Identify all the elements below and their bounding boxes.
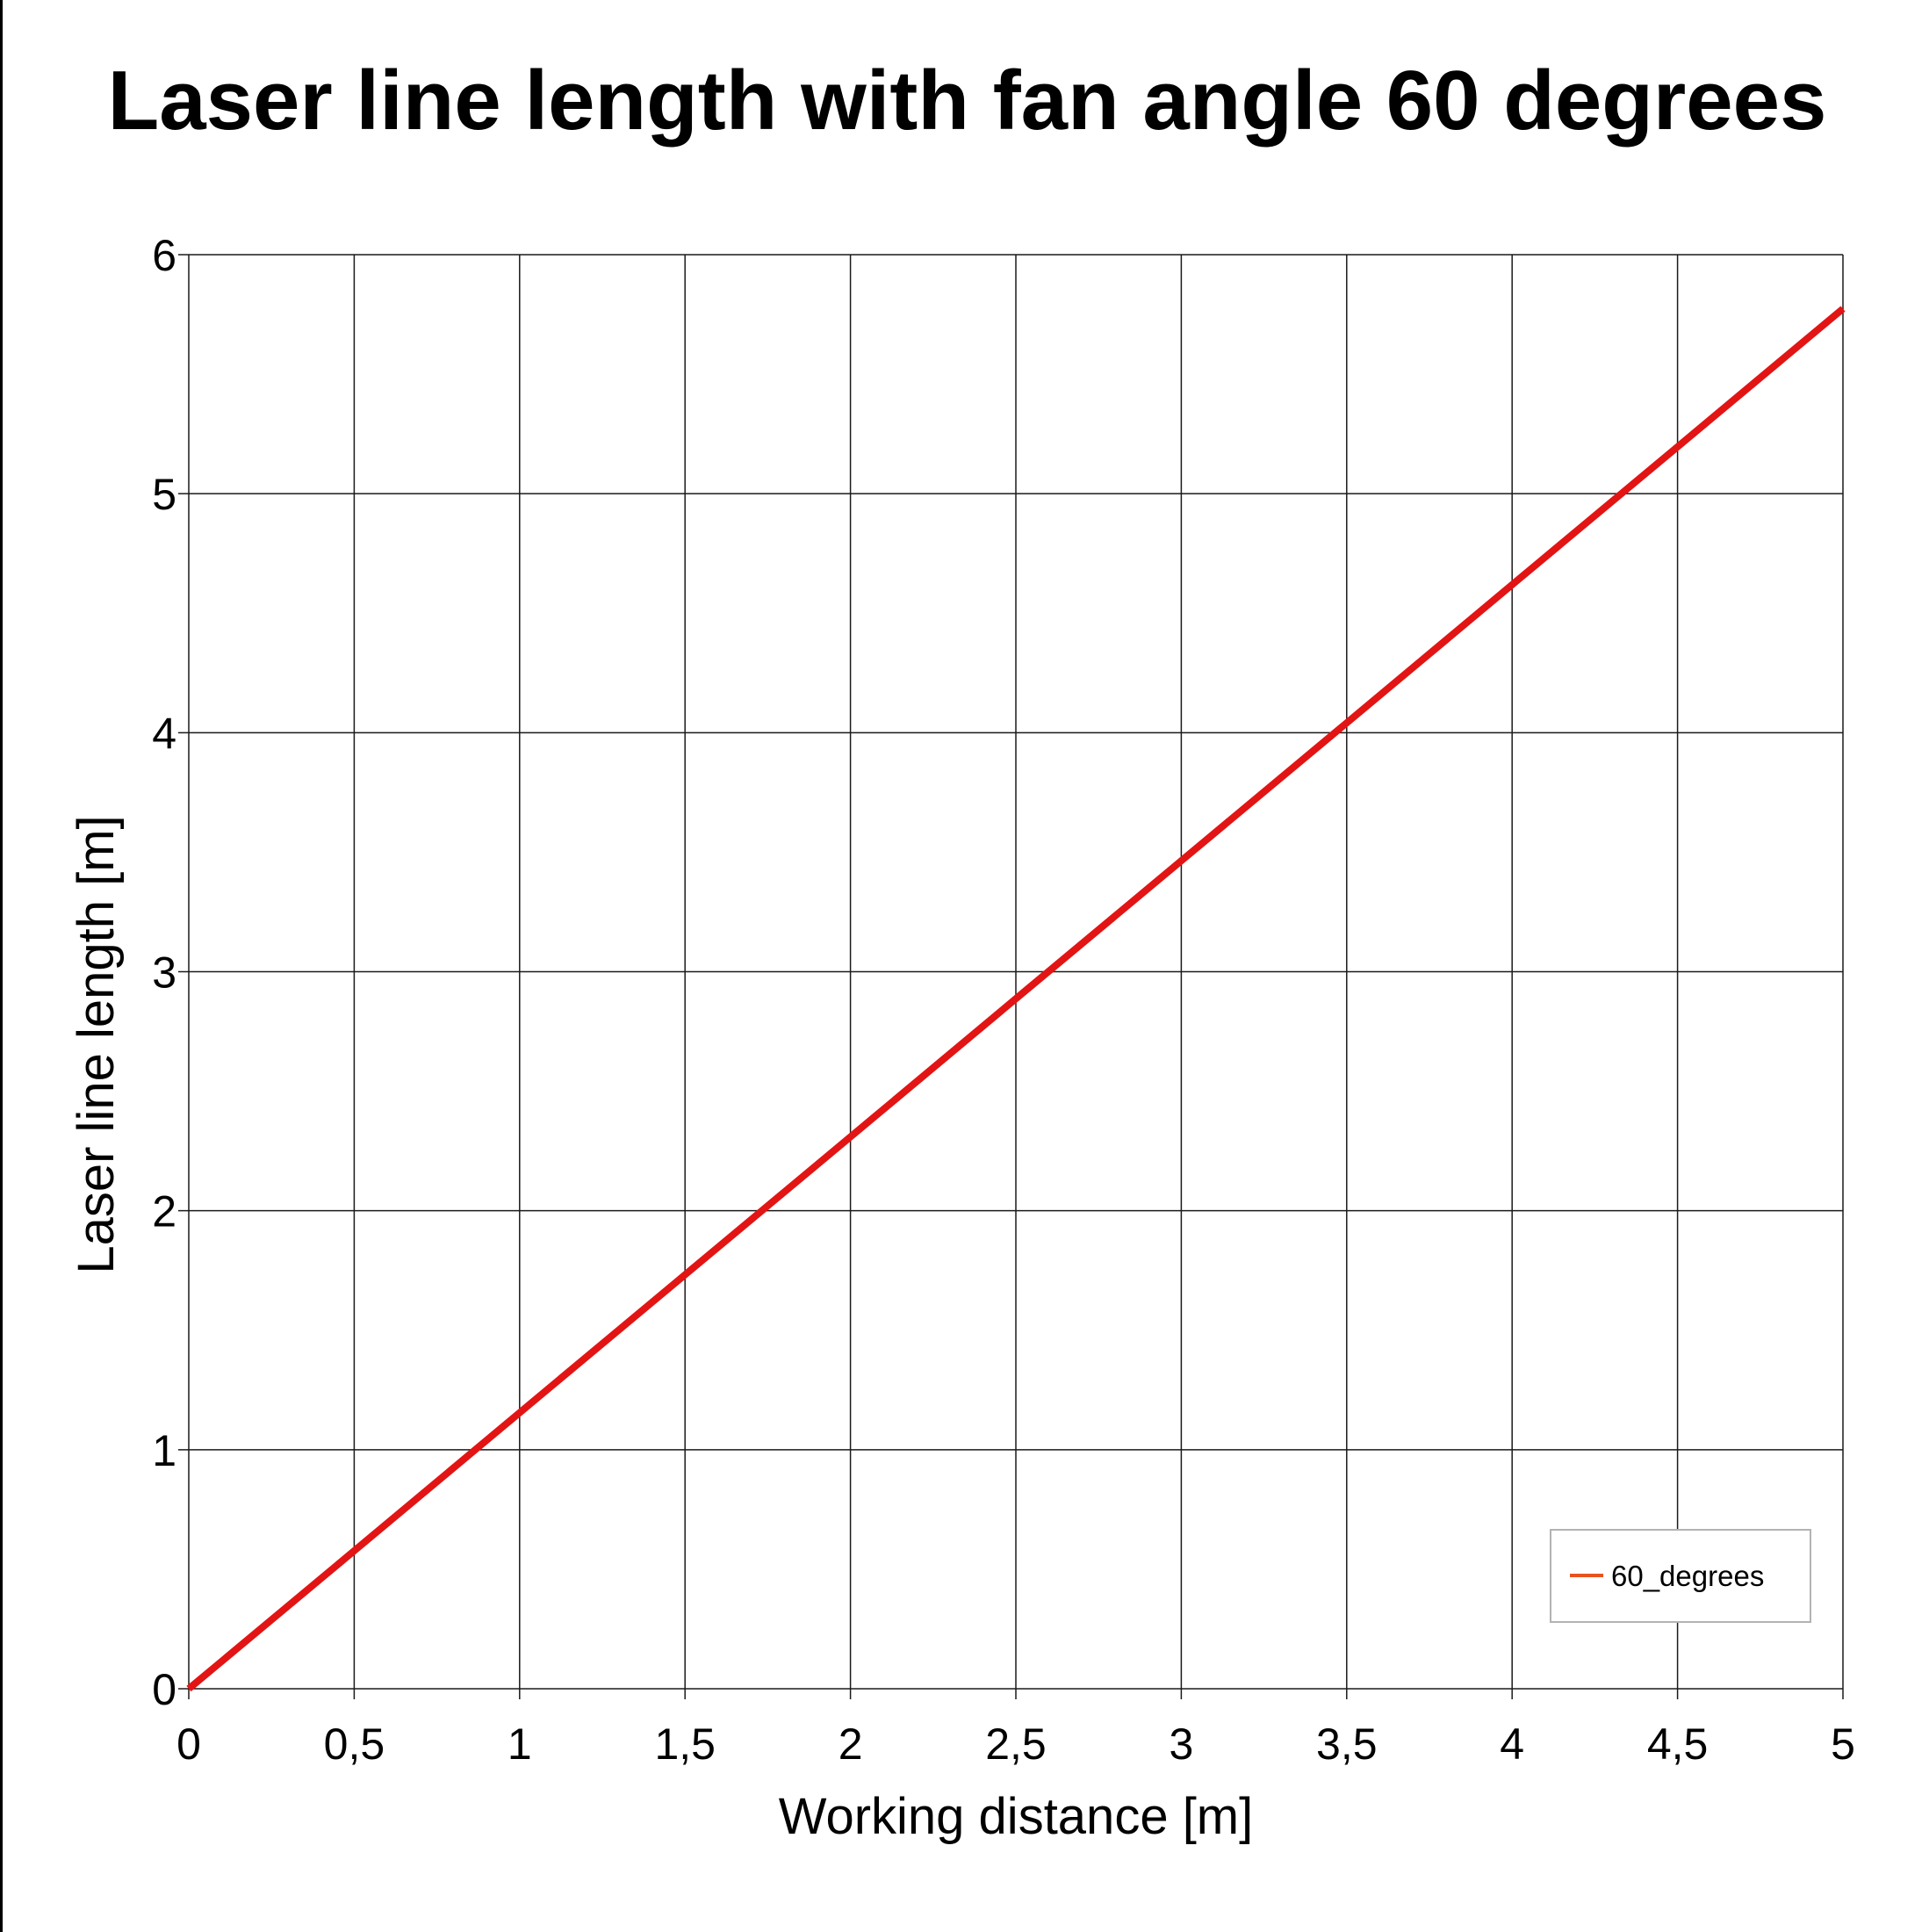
x-tick-label: 4 (1500, 1719, 1524, 1769)
line-chart: 0 0,5 1 1,5 2 2,5 3 3,5 4 4,5 5 0 1 2 3 4 5 6 Working di… (68, 231, 1855, 1845)
legend-label: 60_degrees (1611, 1560, 1764, 1592)
x-tick-label: 5 (1831, 1719, 1855, 1769)
x-tick-label: 4,5 (1647, 1719, 1709, 1769)
y-tick-label: 0 (152, 1665, 176, 1714)
x-tick-label: 2 (839, 1719, 863, 1769)
x-axis-label: Working distance [m] (779, 1788, 1253, 1845)
y-tick-label: 3 (152, 948, 176, 998)
x-tick-label: 1 (507, 1719, 532, 1769)
series-line-60_degrees (186, 306, 1846, 1692)
y-tick-label: 2 (152, 1187, 176, 1236)
x-tick-label: 1,5 (654, 1719, 716, 1769)
y-tick-label: 5 (152, 470, 176, 519)
chart-title: Laser line length with fan angle 60 degr… (107, 54, 1827, 148)
x-tick-label: 3,5 (1316, 1719, 1378, 1769)
x-tick-label: 2,5 (985, 1719, 1047, 1769)
y-tick-label: 6 (152, 231, 176, 280)
x-tick-label: 0 (176, 1719, 201, 1769)
y-axis-label: Laser line length [m] (68, 815, 125, 1273)
y-tick-labels: 0 1 2 3 4 5 6 (152, 231, 176, 1714)
y-tick-label: 1 (152, 1426, 176, 1475)
x-tick-label: 3 (1169, 1719, 1193, 1769)
series-lines (186, 306, 1846, 1692)
x-tick-label: 0,5 (324, 1719, 385, 1769)
x-tick-labels: 0 0,5 1 1,5 2 2,5 3 3,5 4 4,5 5 (176, 1719, 1855, 1769)
y-tick-label: 4 (152, 709, 176, 758)
legend: 60_degrees (1550, 1529, 1811, 1623)
grid-lines (178, 254, 1844, 1699)
